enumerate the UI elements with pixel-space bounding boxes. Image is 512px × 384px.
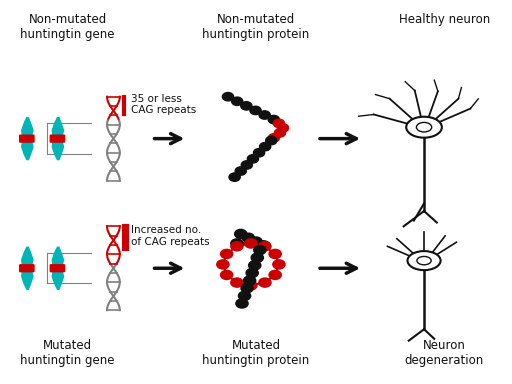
Circle shape: [231, 242, 243, 251]
Circle shape: [278, 124, 289, 132]
Text: Non-mutated
huntingtin gene: Non-mutated huntingtin gene: [20, 13, 115, 41]
Circle shape: [250, 106, 261, 114]
Circle shape: [250, 237, 262, 246]
Circle shape: [273, 260, 285, 269]
Circle shape: [254, 245, 266, 255]
Ellipse shape: [417, 257, 431, 265]
Circle shape: [235, 167, 246, 175]
Circle shape: [266, 136, 277, 145]
Circle shape: [234, 229, 247, 238]
Circle shape: [269, 270, 281, 280]
Polygon shape: [22, 247, 33, 268]
FancyBboxPatch shape: [50, 135, 65, 142]
Text: Non-mutated
huntingtin protein: Non-mutated huntingtin protein: [202, 13, 310, 41]
Polygon shape: [52, 118, 63, 139]
Polygon shape: [52, 247, 63, 268]
Circle shape: [268, 134, 280, 142]
Circle shape: [241, 161, 252, 169]
Polygon shape: [22, 139, 33, 160]
Ellipse shape: [408, 251, 441, 270]
Text: Mutated
huntingtin protein: Mutated huntingtin protein: [202, 339, 310, 367]
Text: Healthy neuron: Healthy neuron: [399, 13, 490, 26]
Circle shape: [222, 93, 233, 101]
Circle shape: [231, 239, 243, 248]
Circle shape: [249, 261, 261, 270]
Circle shape: [221, 249, 233, 258]
FancyBboxPatch shape: [20, 265, 34, 271]
FancyBboxPatch shape: [20, 135, 34, 142]
Circle shape: [245, 281, 257, 290]
Polygon shape: [52, 268, 63, 289]
Circle shape: [273, 119, 285, 127]
Circle shape: [253, 149, 265, 157]
Circle shape: [260, 142, 271, 151]
Circle shape: [239, 291, 251, 300]
Text: Increased no.
of CAG repeats: Increased no. of CAG repeats: [131, 225, 210, 247]
Circle shape: [221, 270, 233, 280]
Circle shape: [247, 155, 259, 163]
Circle shape: [251, 253, 263, 262]
Ellipse shape: [416, 122, 432, 132]
Circle shape: [259, 278, 271, 287]
Circle shape: [259, 242, 271, 251]
Circle shape: [229, 173, 240, 181]
Circle shape: [231, 278, 243, 287]
Text: Neuron
degeneration: Neuron degeneration: [405, 339, 484, 367]
Text: 35 or less
CAG repeats: 35 or less CAG repeats: [131, 94, 197, 115]
Circle shape: [245, 239, 257, 248]
Circle shape: [274, 129, 286, 137]
Circle shape: [258, 241, 270, 250]
Circle shape: [217, 260, 229, 269]
Ellipse shape: [406, 117, 442, 138]
Circle shape: [231, 97, 243, 106]
Circle shape: [244, 276, 256, 285]
FancyBboxPatch shape: [50, 265, 65, 271]
Circle shape: [268, 115, 280, 124]
Circle shape: [236, 299, 248, 308]
Text: Mutated
huntingtin gene: Mutated huntingtin gene: [20, 339, 115, 367]
Polygon shape: [22, 118, 33, 139]
Circle shape: [269, 249, 281, 258]
Circle shape: [259, 111, 270, 119]
Polygon shape: [52, 139, 63, 160]
Circle shape: [241, 102, 252, 110]
Circle shape: [242, 233, 254, 242]
Circle shape: [246, 268, 258, 278]
Circle shape: [241, 284, 253, 293]
Polygon shape: [22, 268, 33, 289]
